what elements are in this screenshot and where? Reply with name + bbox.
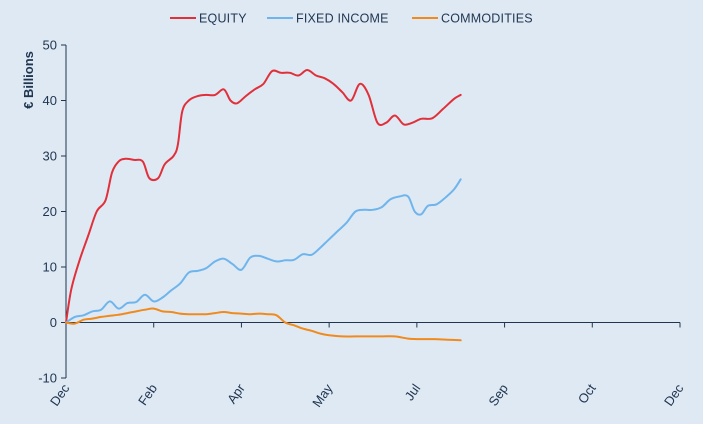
series-line-equity [65,69,462,324]
legend: EQUITY FIXED INCOME COMMODITIES [170,12,533,26]
y-tick-label: 50 [43,38,57,53]
y-tick-label: 20 [43,204,57,219]
series-line-commodities [65,307,462,342]
legend-label-commodities: COMMODITIES [441,12,533,26]
legend-label-equity: EQUITY [199,12,247,26]
y-tick-label: 30 [43,149,57,164]
y-tick-label: 40 [43,93,57,108]
y-axis-label: € Billions [21,51,36,109]
series-group [65,69,462,342]
y-tick-label: 0 [50,315,57,330]
series-line-fixed-income [65,178,462,324]
y-tick-label: 10 [43,260,57,275]
legend-label-fixed-income: FIXED INCOME [296,12,389,26]
y-tick-label: -10 [38,371,57,386]
